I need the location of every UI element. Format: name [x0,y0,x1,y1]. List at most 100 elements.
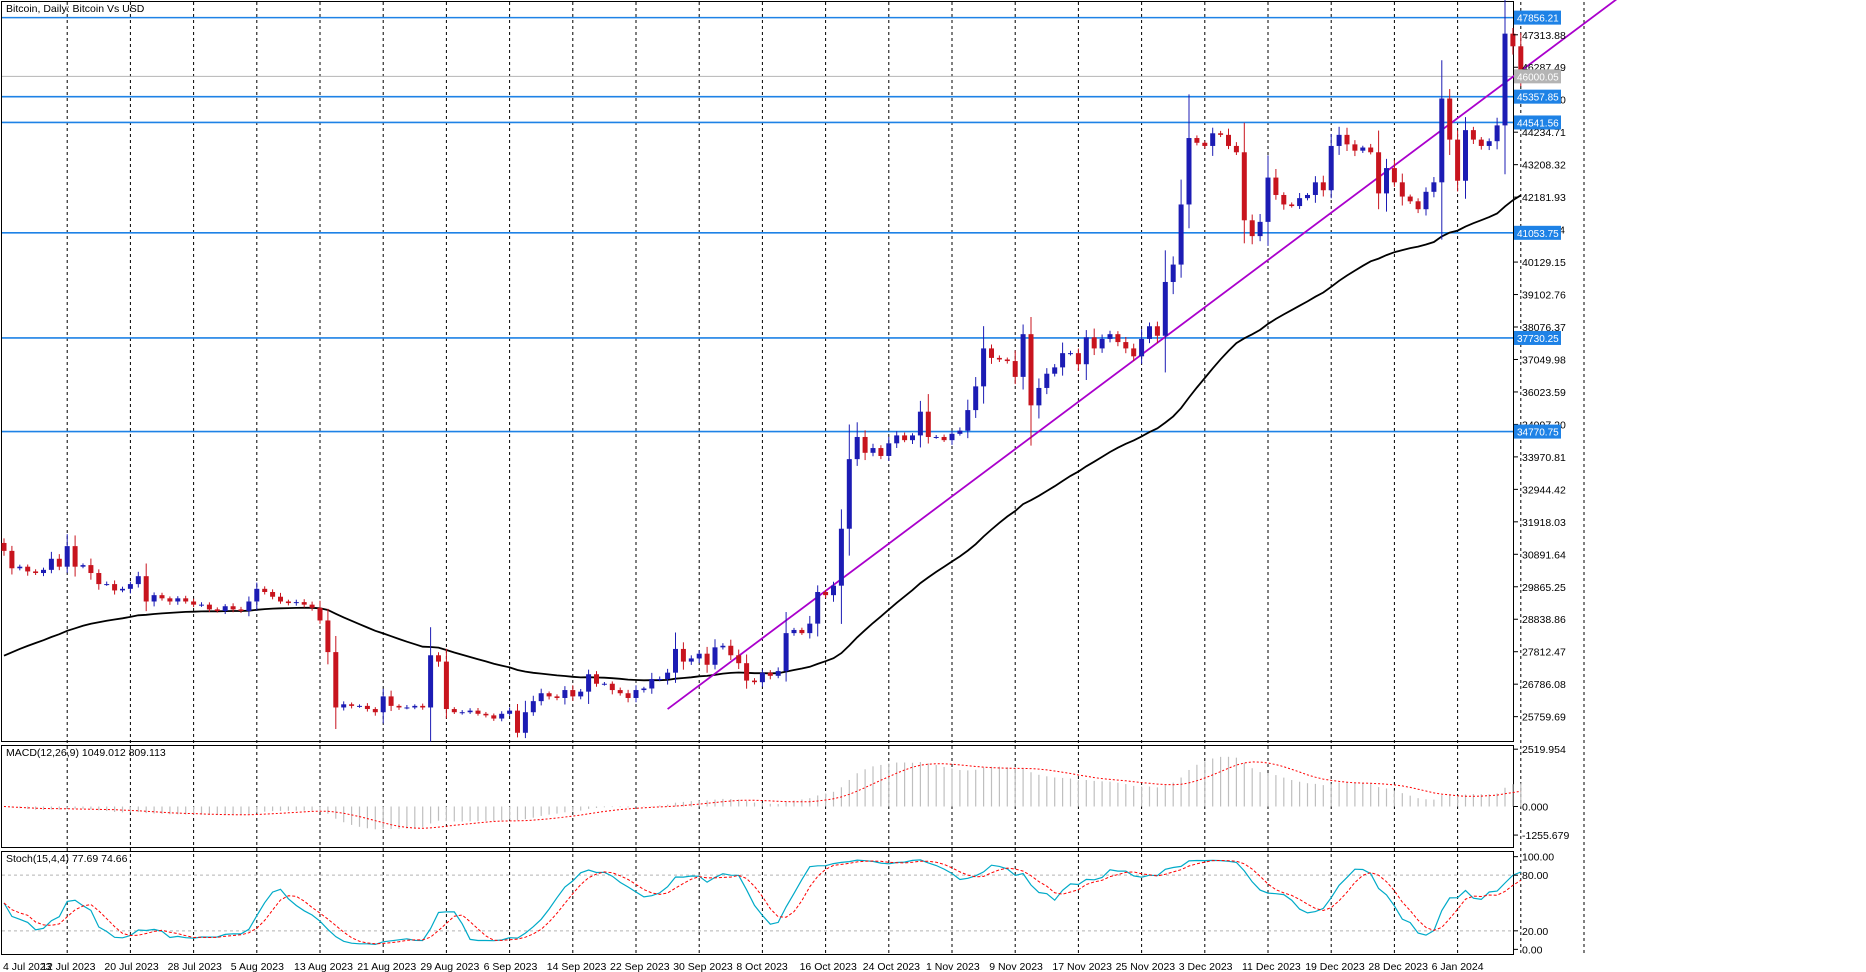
candle [72,535,78,577]
price-tick-label: 26786.08 [1522,679,1566,691]
candle [530,695,536,716]
current-price-tag-label: 46000.05 [1517,72,1559,83]
x-tick-label: 29 Aug 2023 [420,961,479,972]
candle [1226,128,1231,150]
candle [104,581,110,586]
candle [1273,168,1279,200]
price-tick-label: 25759.69 [1522,712,1566,724]
candle [349,702,355,709]
stoch-tick-label: 100.00 [1522,852,1554,864]
candle [633,685,639,703]
level-tag [1514,330,1561,345]
candle [230,603,236,613]
candle [752,678,757,685]
candle [744,654,750,689]
candle [1415,198,1421,214]
candle [815,585,821,637]
candle [1391,160,1397,187]
level-tag-label: 44541.56 [1517,118,1559,129]
candle [1297,192,1303,209]
candle [1360,145,1366,153]
candle [238,606,244,613]
level-tag-label: 37730.25 [1517,334,1559,345]
candle [1131,343,1137,362]
macd-pane[interactable] [1,745,1514,848]
candle [704,646,710,673]
candle [759,669,765,687]
x-tick-label: 28 Dec 2023 [1368,961,1428,972]
candle [301,599,307,608]
candles [1,0,1524,742]
price-tick-label: 32944.42 [1522,484,1566,496]
macd-label: MACD(12,26,9) 1049.012 809.113 [6,747,166,759]
candle [1407,194,1413,204]
stoch-axis: 100.00 80.00 20.00 0.00 [1513,852,1554,956]
horizontal-levels[interactable] [2,16,1513,433]
candle [1178,179,1184,278]
current-price-tag [1514,69,1561,84]
candle [870,443,876,457]
candle [933,435,939,439]
candle [1447,89,1453,156]
macd-axis: 2519.954 0.000 -1255.679 [1513,744,1569,842]
x-tick-label: 12 Jul 2023 [41,961,95,972]
candle [341,701,347,711]
candle [1455,130,1461,192]
candle [1494,117,1500,150]
candle [120,586,125,593]
candle [807,615,813,639]
candle [262,586,268,595]
candle [570,685,576,701]
candle [1154,321,1160,344]
candle [96,569,102,590]
candle [649,672,655,694]
chart-title: Bitcoin, Daily: Bitcoin Vs USD [6,3,145,15]
candle [443,648,449,719]
candle [981,326,987,404]
x-tick-label: 21 Aug 2023 [357,961,416,972]
level-tag-label: 41053.75 [1517,229,1559,240]
candle [175,596,181,605]
candle [420,703,426,710]
candle [1510,27,1516,55]
candle [1368,143,1374,155]
candle [1265,155,1271,246]
candle [309,601,315,611]
candle [1312,176,1318,203]
candle [1502,0,1508,175]
candle [1083,330,1089,381]
candle [846,424,852,556]
candle [783,612,789,682]
price-tick-label: 28838.86 [1522,614,1566,626]
candle [1399,173,1405,206]
candle [1352,140,1358,157]
trendline[interactable] [667,0,1625,710]
trendline-layer[interactable] [667,0,1625,710]
x-tick-label: 30 Sep 2023 [673,961,733,972]
candle [594,671,599,687]
candle [396,704,402,710]
candle [467,708,473,714]
candle [1004,357,1010,364]
candle [1320,175,1326,197]
candle [1139,329,1145,364]
candle [601,681,607,686]
candle [372,707,378,716]
x-tick-label: 6 Sep 2023 [484,961,538,972]
candle [88,558,94,580]
price-tick-label: 30891.64 [1522,549,1566,561]
candle [1281,192,1287,210]
candle [1463,117,1468,199]
stoch-pane[interactable] [1,851,1514,955]
candle [364,703,370,712]
level-price-tags: 47856.21 45357.85 44541.56 41053.75 37730.25… [1514,10,1561,439]
candle [515,704,520,738]
candle [617,687,623,696]
candle [973,377,979,418]
candle [475,708,481,716]
price-pane[interactable] [1,1,1514,742]
candle [127,581,133,594]
candle [357,704,362,708]
